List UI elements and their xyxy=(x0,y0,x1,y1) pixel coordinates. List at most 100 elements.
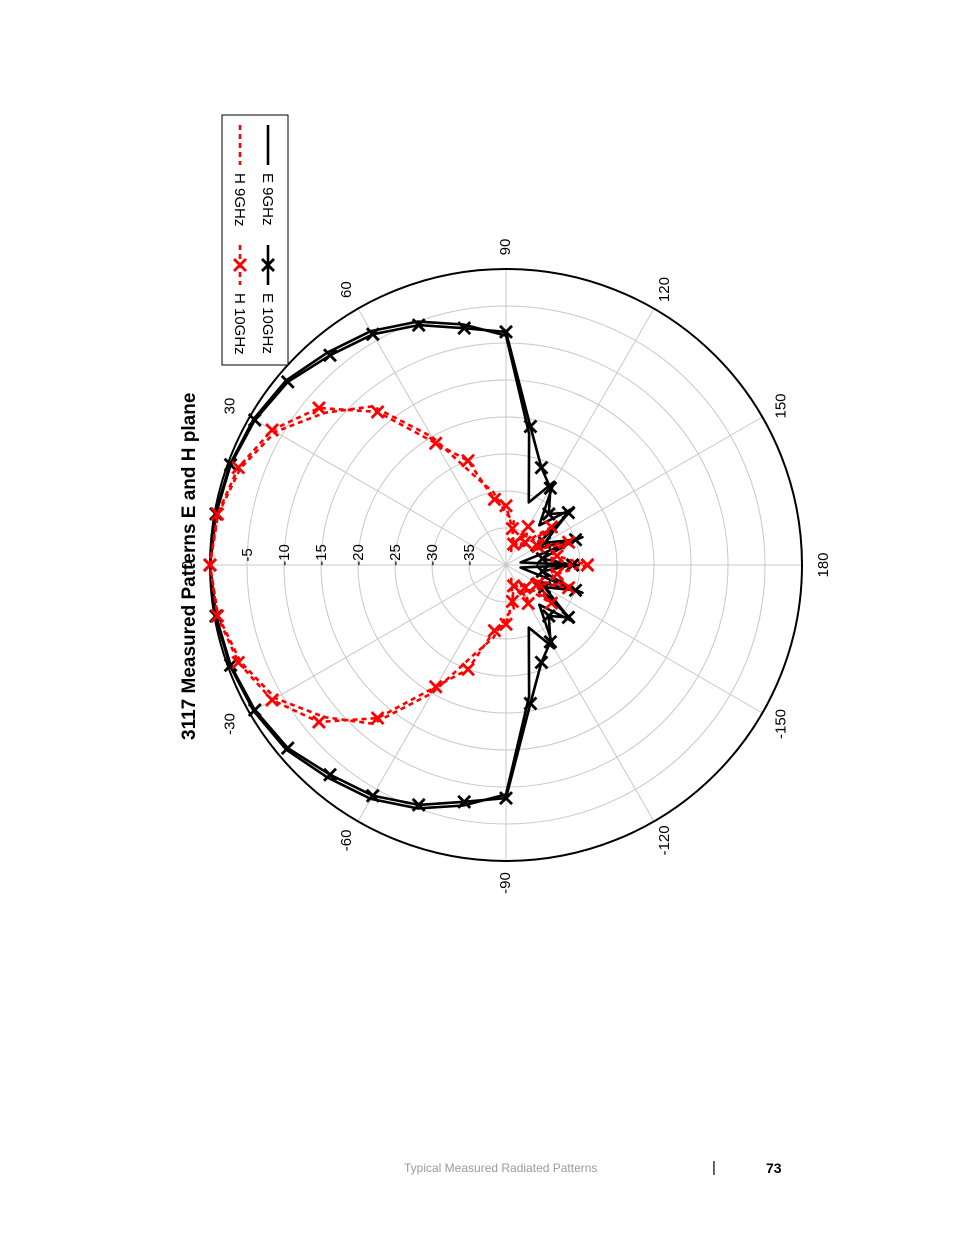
series-marker-4 xyxy=(370,404,385,419)
legend-label-2: E 10GHz xyxy=(259,293,276,354)
series-marker-2 xyxy=(523,419,538,434)
angle-spoke xyxy=(249,564,507,714)
series-marker-2 xyxy=(543,481,558,496)
series-marker-2 xyxy=(223,658,238,673)
chart-title: 3117 Measured Patterns E and H plane xyxy=(179,393,200,740)
axis-labels: 0 30 60 90 120 150 180 -150 -120 -90 -60 -30 -5 -10 -1… xyxy=(179,239,832,894)
angle-tick-label: 90 xyxy=(497,239,514,256)
series-marker-2 xyxy=(223,457,238,472)
series-marker-2 xyxy=(535,564,550,579)
series-marker-2 xyxy=(457,321,472,336)
series-marker-4 xyxy=(544,596,559,611)
series-marker-2 xyxy=(499,324,513,339)
series-marker-2 xyxy=(541,506,556,521)
series-marker-2 xyxy=(323,348,337,363)
radial-tick-label: -30 xyxy=(424,544,441,566)
angle-tick-label: -30 xyxy=(222,713,239,735)
series-layer xyxy=(203,318,595,812)
footer-section-title: Typical Measured Radiated Patterns xyxy=(404,1161,598,1175)
series-marker-4 xyxy=(311,401,326,416)
series-marker-2 xyxy=(535,551,550,566)
legend-label-4: H 10GHz xyxy=(231,293,248,355)
series-marker-2 xyxy=(280,374,295,389)
series-marker-4 xyxy=(428,679,443,694)
series-marker-4 xyxy=(311,714,326,729)
series-marker-2 xyxy=(323,767,337,782)
radial-tick-label: -15 xyxy=(313,544,330,566)
series-marker-4 xyxy=(521,519,536,534)
radial-tick-label: -5 xyxy=(239,548,256,561)
series-marker-4 xyxy=(531,539,546,554)
series-marker-4 xyxy=(461,453,476,468)
series-marker-4 xyxy=(561,580,576,595)
radial-tick-label: -20 xyxy=(350,544,367,566)
series-marker-4 xyxy=(210,608,225,623)
series-marker-4 xyxy=(531,576,546,591)
series-marker-4 xyxy=(231,655,246,670)
angle-tick-label: 60 xyxy=(338,281,355,298)
radial-tick-label: -35 xyxy=(461,544,478,566)
series-marker-2 xyxy=(523,696,538,711)
legend-marker-4 xyxy=(233,258,247,272)
series-marker-2 xyxy=(541,609,556,624)
radial-tick-label: -25 xyxy=(387,544,404,566)
angle-tick-label: -150 xyxy=(772,709,789,739)
series-marker-4 xyxy=(580,558,595,572)
angle-tick-label: -120 xyxy=(656,825,673,855)
footer-separator: | xyxy=(712,1159,716,1176)
angle-tick-label: 120 xyxy=(656,277,673,302)
series-marker-4 xyxy=(561,535,576,550)
series-marker-2 xyxy=(365,327,380,342)
series-marker-4 xyxy=(506,537,521,552)
series-marker-4 xyxy=(265,422,280,437)
radial-tick-label: -10 xyxy=(276,544,293,566)
angle-tick-label: -60 xyxy=(338,830,355,852)
series-marker-4 xyxy=(521,596,536,611)
series-marker-4 xyxy=(428,436,443,451)
series-marker-4 xyxy=(487,623,502,638)
series-marker-4 xyxy=(505,521,520,536)
angle-tick-label: 180 xyxy=(815,552,832,577)
series-marker-4 xyxy=(487,492,502,507)
series-marker-2 xyxy=(499,791,513,806)
series-marker-2 xyxy=(247,703,262,718)
angle-tick-label: 0 xyxy=(179,561,196,569)
series-marker-4 xyxy=(499,498,513,513)
series-marker-4 xyxy=(231,460,246,475)
series-marker-2 xyxy=(365,788,380,803)
polar-grid xyxy=(209,268,803,862)
legend-label-1: E 9GHz xyxy=(259,173,276,226)
series-marker-4 xyxy=(550,567,565,581)
series-marker-4 xyxy=(461,662,476,677)
series-marker-4 xyxy=(499,617,513,632)
series-marker-4 xyxy=(506,578,521,593)
series-marker-4 xyxy=(505,594,520,609)
series-marker-2 xyxy=(534,655,549,670)
series-marker-4 xyxy=(265,693,280,708)
series-marker-4 xyxy=(518,580,533,595)
series-marker-2 xyxy=(561,610,576,625)
angle-tick-label: -90 xyxy=(497,872,514,894)
series-marker-2 xyxy=(411,318,426,333)
series-marker-4 xyxy=(203,558,217,572)
series-marker-2 xyxy=(280,741,295,756)
legend-label-3: H 9GHz xyxy=(231,173,248,226)
angle-tick-label: 150 xyxy=(772,393,789,418)
series-marker-2 xyxy=(247,412,262,427)
series-marker-4 xyxy=(544,519,559,534)
angle-tick-label: 30 xyxy=(222,398,239,415)
angle-spoke xyxy=(357,308,507,566)
legend-marker-2 xyxy=(261,258,275,272)
series-marker-2 xyxy=(534,460,549,475)
series-marker-4 xyxy=(370,711,385,726)
page-number: 73 xyxy=(766,1160,782,1176)
series-marker-4 xyxy=(518,535,533,550)
angle-spoke xyxy=(249,416,507,566)
series-marker-2 xyxy=(411,797,426,812)
series-marker-2 xyxy=(561,505,576,520)
legend: E 9GHz E 10GHz H 9GHz H 10GHz xyxy=(221,114,289,366)
series-marker-2 xyxy=(457,794,472,809)
angle-spoke xyxy=(357,564,507,822)
series-marker-4 xyxy=(210,507,225,522)
